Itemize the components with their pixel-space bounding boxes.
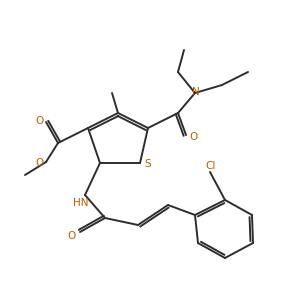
Text: O: O [35,116,43,126]
Text: O: O [35,158,43,168]
Text: Cl: Cl [206,161,216,171]
Text: O: O [189,132,197,142]
Text: S: S [145,159,151,169]
Text: N: N [192,87,200,97]
Text: HN: HN [73,198,89,208]
Text: O: O [68,231,76,241]
